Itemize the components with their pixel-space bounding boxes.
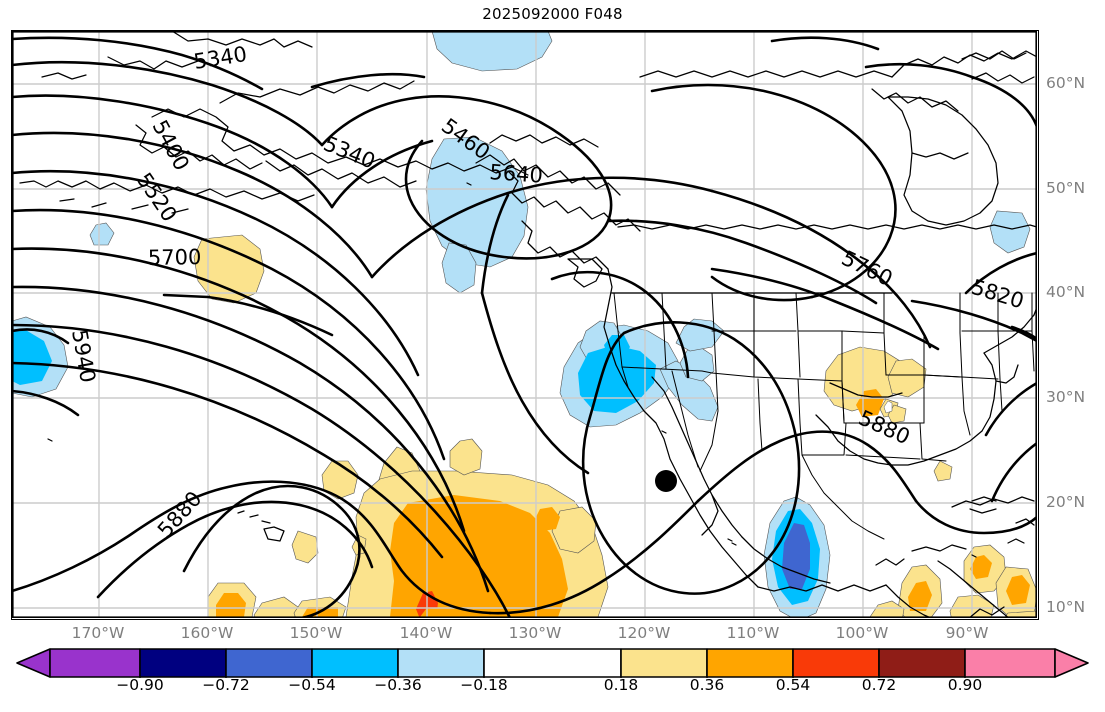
lat-tick-20n: 20°N (1046, 493, 1086, 511)
svg-text:5340: 5340 (192, 42, 249, 74)
colorbar-label-0.54: 0.54 (775, 676, 811, 694)
page-title: 2025092000 F048 (482, 5, 623, 23)
lon-tick-140w: 140°W (399, 624, 453, 642)
colorbar-cell-6 (620, 648, 708, 678)
lon-tick-160w: 160°W (180, 624, 234, 642)
colorbar-label--0.36: −0.36 (374, 676, 422, 694)
lat-tick-50n: 50°N (1046, 179, 1086, 197)
colorbar-cell-2 (225, 648, 313, 678)
colorbar-cell-5 (483, 648, 622, 678)
lat-tick-60n: 60°N (1046, 74, 1086, 92)
colorbar-cell-10 (964, 648, 1056, 678)
colorbar-label--0.54: −0.54 (288, 676, 336, 694)
height-contours (12, 36, 1037, 618)
map-plot-area[interactable]: 5340 5340 5400 5460 5520 5640 5700 5760 … (11, 30, 1039, 620)
svg-text:5640: 5640 (489, 160, 544, 188)
lon-tick-90w: 90°W (945, 624, 989, 642)
colorbar-canvas (16, 648, 1089, 678)
lat-tick-30n: 30°N (1046, 388, 1086, 406)
colorbar-cell-4 (397, 648, 485, 678)
storm-center-marker[interactable] (655, 470, 677, 492)
colorbar-cell-7 (706, 648, 794, 678)
lon-tick-170w: 170°W (71, 624, 125, 642)
lon-tick-100w: 100°W (835, 624, 889, 642)
colorbar-over-arrow (1054, 648, 1089, 678)
colorbar-cell-8 (792, 648, 880, 678)
colorbar-label--0.18: −0.18 (460, 676, 508, 694)
colorbar-cell-9 (878, 648, 966, 678)
coastlines (19, 31, 1037, 618)
colorbar-label--0.72: −0.72 (202, 676, 250, 694)
lat-tick-10n: 10°N (1046, 598, 1086, 616)
colorbar-under-arrow (16, 648, 51, 678)
colorbar-label--0.90: −0.90 (116, 676, 164, 694)
lon-tick-150w: 150°W (289, 624, 343, 642)
colorbar-cell-0 (49, 648, 141, 678)
lon-tick-120w: 120°W (617, 624, 671, 642)
colorbar-label-0.36: 0.36 (689, 676, 725, 694)
lon-tick-130w: 130°W (508, 624, 562, 642)
colorbar-cell-3 (311, 648, 399, 678)
colorbar-label-0.18: 0.18 (603, 676, 639, 694)
svg-text:5340: 5340 (320, 131, 379, 173)
svg-text:5700: 5700 (148, 245, 202, 270)
colorbar[interactable]: −0.90 −0.72 −0.54 −0.36 −0.18 0.18 0.36 … (0, 648, 1105, 712)
colorbar-cell-1 (139, 648, 227, 678)
lon-tick-110w: 110°W (726, 624, 780, 642)
svg-text:5940: 5940 (67, 328, 100, 385)
svg-text:5520: 5520 (132, 168, 182, 226)
lat-tick-40n: 40°N (1046, 283, 1086, 301)
map-canvas: 5340 5340 5400 5460 5520 5640 5700 5760 … (12, 31, 1037, 618)
colorbar-label-0.72: 0.72 (861, 676, 897, 694)
colorbar-label-0.90: 0.90 (947, 676, 983, 694)
